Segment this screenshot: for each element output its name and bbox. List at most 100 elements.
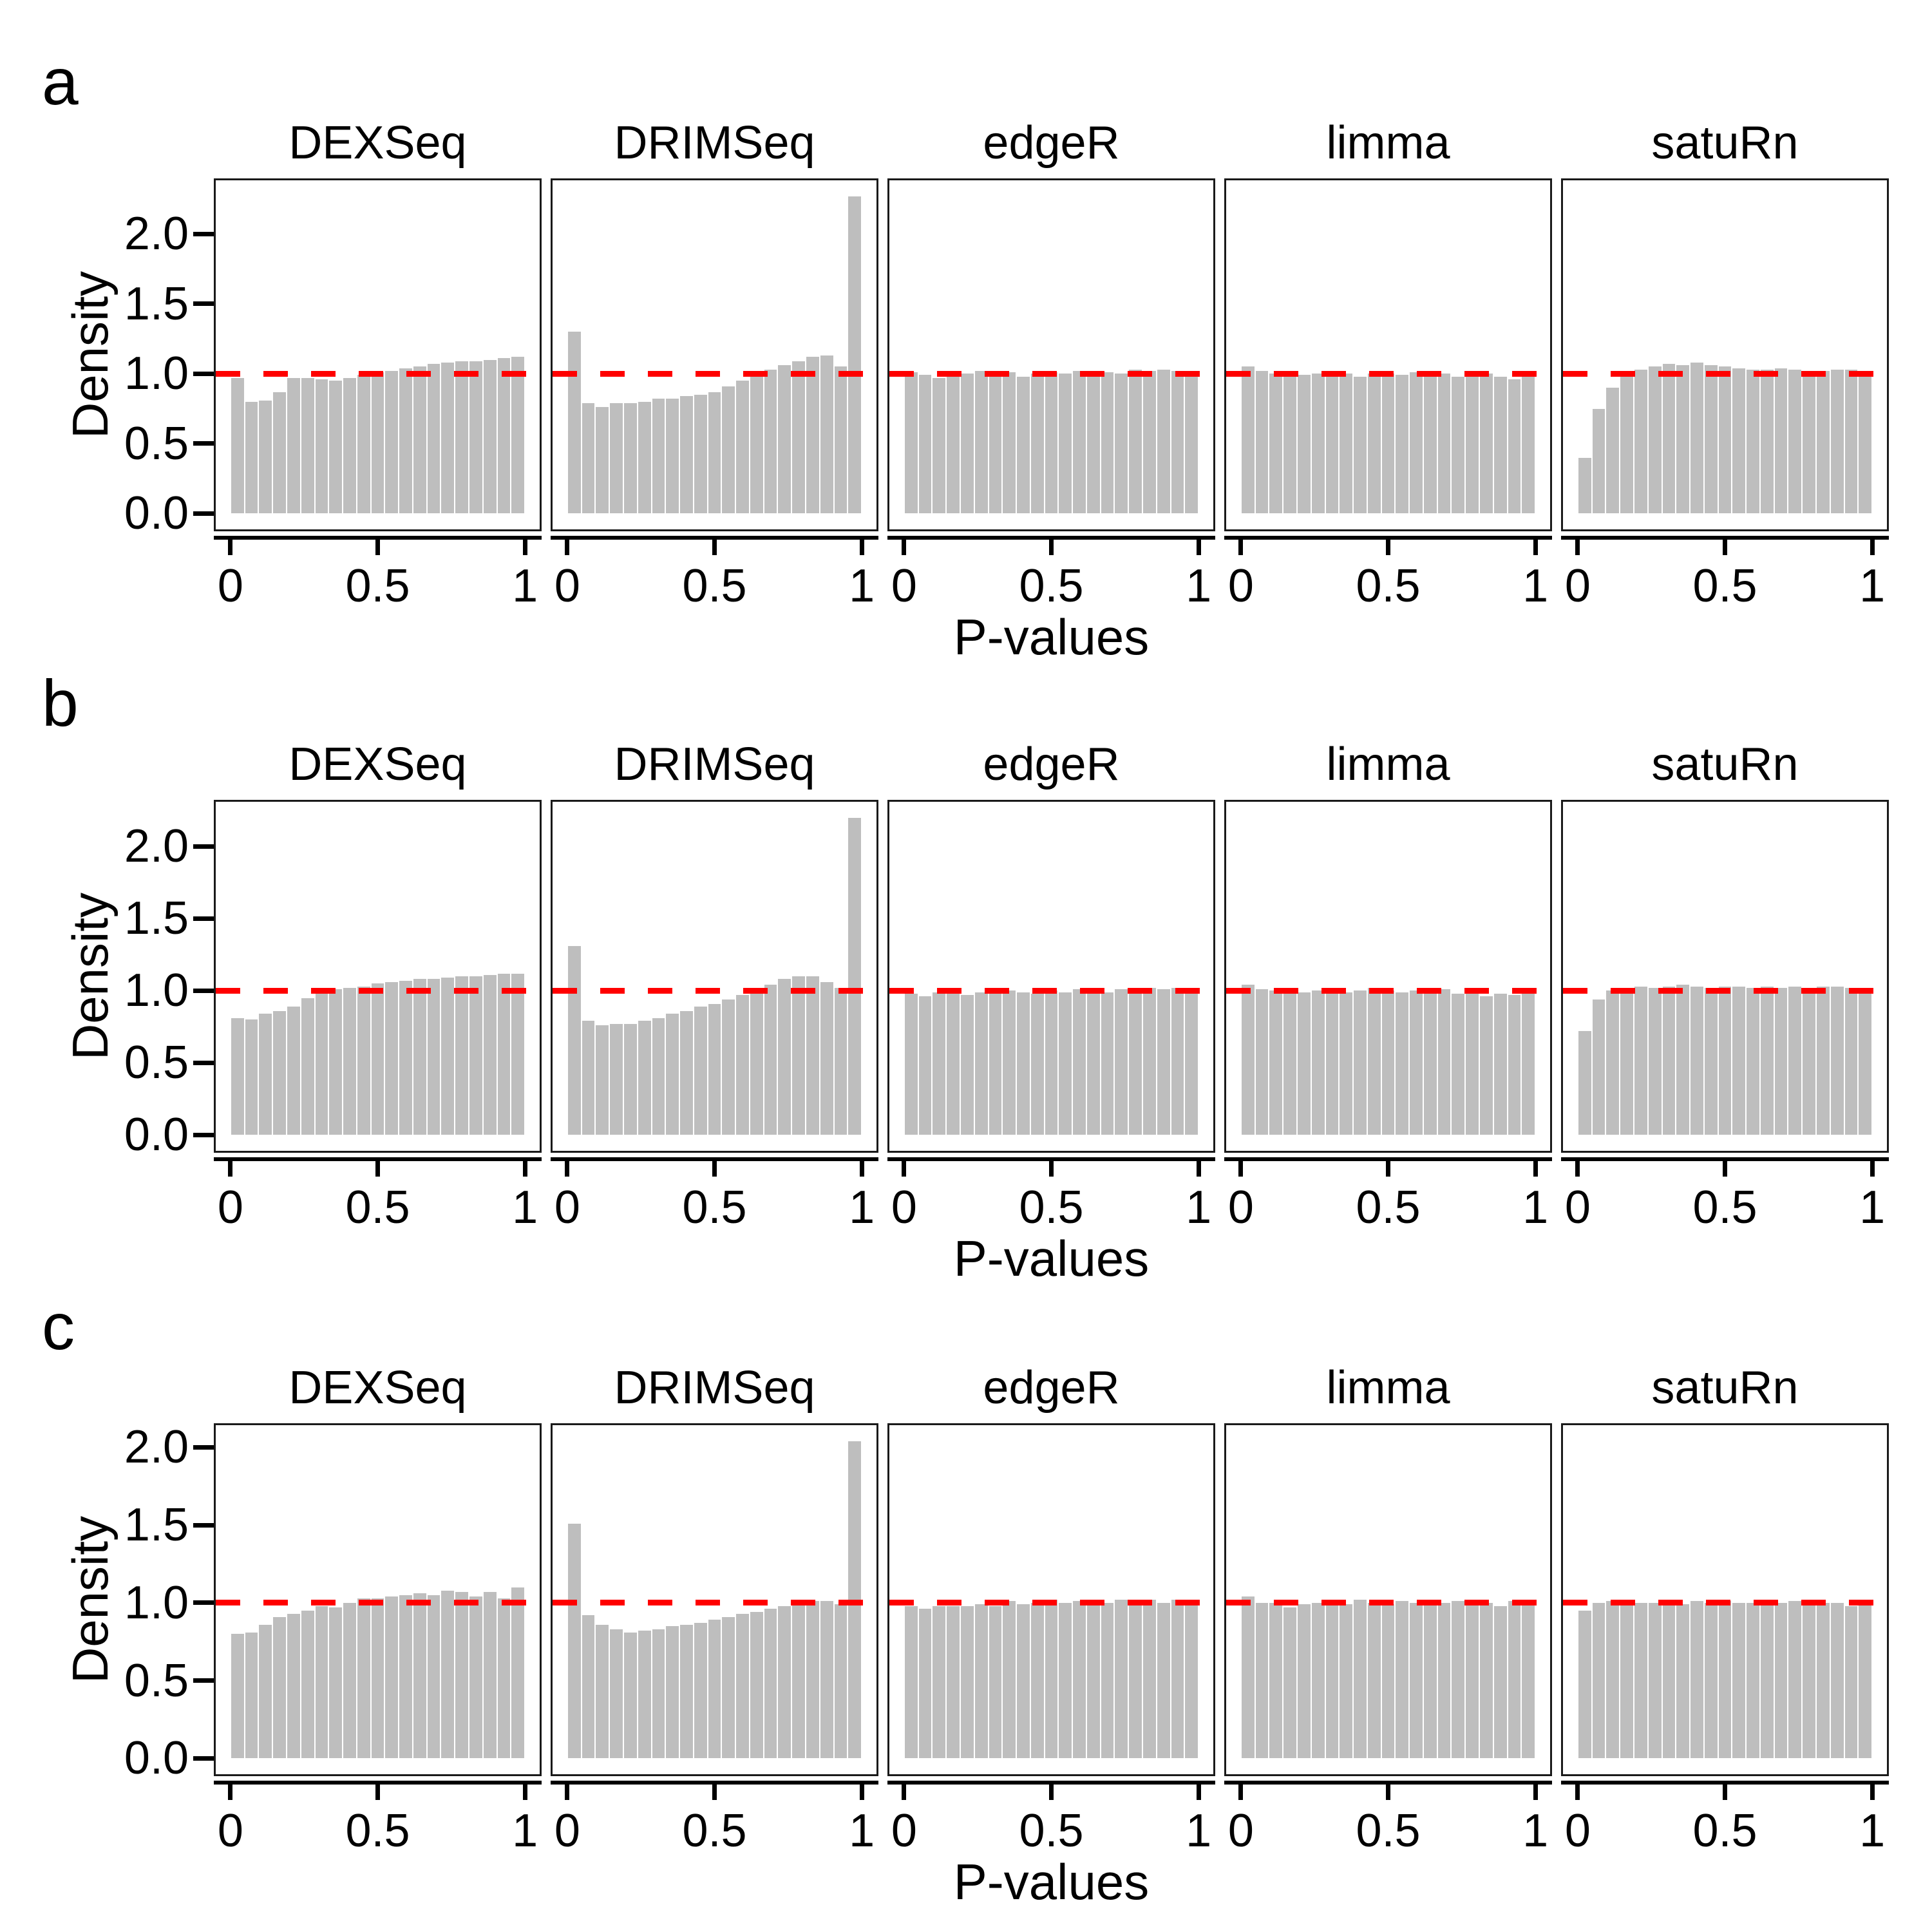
histogram-bar	[273, 1010, 286, 1135]
x-axis-tick	[1723, 1159, 1727, 1177]
y-axis-title: Density	[62, 892, 118, 1061]
histogram-bar	[1157, 1602, 1170, 1759]
x-axis-tick-label: 0	[1564, 1182, 1591, 1233]
histogram-bar	[1704, 987, 1718, 1135]
x-axis-tick	[1196, 1782, 1201, 1800]
histogram-bar	[1059, 992, 1072, 1135]
histogram-bar	[1423, 375, 1437, 514]
x-axis-tick-label: 0.5	[1019, 560, 1084, 612]
histogram-bar	[1340, 992, 1353, 1135]
histogram-bar	[1325, 989, 1339, 1135]
histogram-bar	[1676, 365, 1690, 514]
histogram-bar	[947, 993, 960, 1135]
histogram-bar	[1045, 1600, 1058, 1759]
histogram-bar	[315, 1605, 328, 1759]
histogram-bar	[1704, 365, 1718, 514]
histogram-bar	[582, 402, 595, 514]
histogram-bar	[638, 1021, 651, 1135]
panel-title: DEXSeq	[289, 1362, 467, 1414]
x-axis-tick	[712, 1782, 717, 1800]
histogram-bar	[1788, 986, 1802, 1135]
histogram-bar	[974, 992, 988, 1135]
x-axis-tick-label: 1	[512, 1805, 538, 1857]
histogram-bar	[357, 1598, 370, 1759]
y-axis-tick	[193, 1522, 214, 1528]
histogram-bar	[1803, 987, 1816, 1135]
histogram-bar	[1101, 1602, 1114, 1759]
x-axis-tick	[522, 1159, 527, 1177]
histogram-bar	[469, 1596, 482, 1759]
histogram-bar	[455, 1591, 469, 1759]
histogram-bar	[1185, 370, 1198, 514]
histogram-bar	[989, 1605, 1002, 1759]
x-axis-tick-label: 0	[217, 1182, 243, 1233]
histogram-bar	[623, 1023, 637, 1135]
panel-title: satuRn	[1651, 1362, 1799, 1414]
histogram-bar	[1690, 986, 1703, 1135]
panel-title: edgeR	[983, 1362, 1120, 1414]
x-axis-tick-label: 1	[849, 1805, 875, 1857]
histogram-bar	[1859, 1602, 1872, 1759]
x-axis-tick-label: 0	[554, 560, 580, 612]
histogram-bar	[1143, 1600, 1156, 1759]
histogram-bar	[1676, 985, 1690, 1135]
reference-line	[1563, 987, 1887, 994]
histogram-bar	[1255, 1602, 1269, 1759]
x-axis-tick	[1575, 537, 1580, 555]
x-axis-tick	[228, 537, 233, 555]
histogram-bar	[301, 998, 314, 1135]
histogram-bar	[1788, 1601, 1802, 1759]
histogram-bar	[1381, 1604, 1395, 1759]
histogram-bar	[1297, 1604, 1311, 1759]
x-axis-tick-label: 0.5	[1692, 1182, 1757, 1233]
histogram-bar	[231, 377, 244, 514]
x-axis-tick-label: 0	[891, 1805, 917, 1857]
histogram-bar	[371, 983, 384, 1135]
histogram-bar	[1606, 1601, 1620, 1759]
reference-line	[1226, 987, 1550, 994]
histogram-bar	[385, 981, 399, 1135]
histogram-bar	[1817, 1602, 1830, 1759]
histogram-bar	[1718, 986, 1732, 1135]
histogram-bar	[1508, 1601, 1521, 1759]
histogram-bar	[1437, 989, 1451, 1135]
histogram-panel	[214, 800, 542, 1153]
histogram-bar	[497, 1598, 511, 1759]
histogram-bar	[1606, 388, 1620, 514]
x-axis-tick-label: 0	[217, 560, 243, 612]
histogram-panel	[1561, 1423, 1889, 1776]
x-axis-tick-label: 1	[849, 1182, 875, 1233]
histogram-bar	[1396, 375, 1409, 514]
histogram-bar	[1859, 987, 1872, 1135]
histogram-bar	[1157, 369, 1170, 514]
histogram-panel	[1224, 800, 1552, 1153]
panel-title: DEXSeq	[289, 117, 467, 169]
x-axis-tick	[1049, 537, 1054, 555]
histogram-bar	[764, 985, 777, 1135]
histogram-bar	[1367, 374, 1381, 514]
histogram-bar	[596, 1025, 609, 1135]
histogram-bar	[834, 366, 848, 514]
histogram-bar	[1522, 990, 1535, 1135]
histogram-bar	[1437, 374, 1451, 514]
histogram-panel	[551, 178, 878, 531]
histogram-bar	[1830, 986, 1844, 1135]
x-axis-tick-label: 0.5	[345, 1805, 410, 1857]
y-axis-tick	[193, 1756, 214, 1761]
x-axis-tick	[375, 1782, 380, 1800]
x-axis-tick-label: 0.5	[1019, 1182, 1084, 1233]
histogram-bar	[1620, 1602, 1633, 1759]
histogram-bar	[1129, 1601, 1142, 1759]
histogram-bar	[301, 377, 314, 514]
histogram-bar	[441, 978, 455, 1135]
histogram-bar	[455, 361, 469, 514]
y-axis-tick-label: 2.0	[124, 208, 189, 260]
y-axis-tick	[193, 371, 214, 376]
x-axis-tick	[522, 537, 527, 555]
x-axis-tick	[902, 537, 907, 555]
histogram-bar	[750, 1612, 763, 1759]
histogram-bar	[483, 1591, 497, 1759]
histogram-bar	[708, 1620, 721, 1759]
histogram-bar	[666, 399, 679, 514]
histogram-bar	[1143, 987, 1156, 1135]
